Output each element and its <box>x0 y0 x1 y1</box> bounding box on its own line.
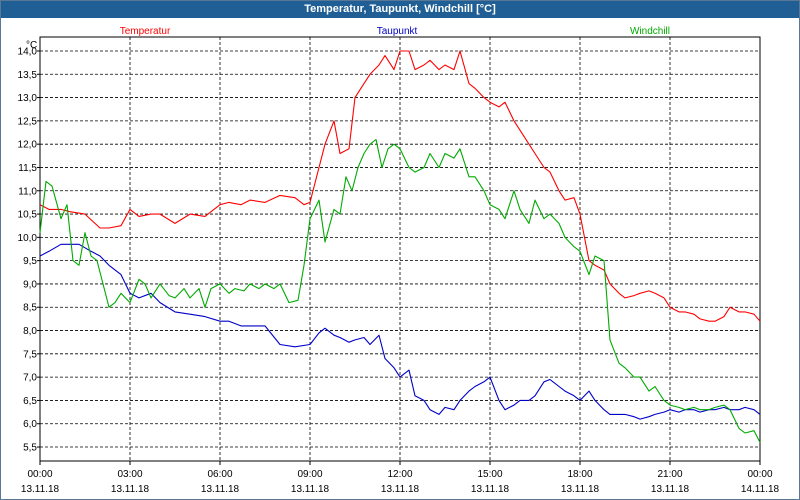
series-line-windchill <box>39 138 761 443</box>
y-tick-label: 9,5 <box>23 256 37 267</box>
y-tick-label: 11,5 <box>18 163 37 174</box>
y-tick-label: 6,5 <box>23 396 37 407</box>
x-tick-date-label: 13.11.18 <box>381 484 420 495</box>
y-tick-label: 9,0 <box>23 279 37 290</box>
y-tick-label: 13,0 <box>18 93 38 104</box>
legend-entry-taupunkt: Taupunkt <box>377 26 418 37</box>
grid <box>39 36 761 462</box>
legend-entry-temperatur: Temperatur <box>120 26 171 37</box>
y-tick-label: 12,5 <box>18 116 38 127</box>
series-lines <box>39 50 761 443</box>
x-tick-time-label: 06:00 <box>207 469 232 480</box>
x-tick-time-label: 00:00 <box>747 469 772 480</box>
x-tick-date-label: 13.11.18 <box>21 484 60 495</box>
x-tick-date-label: 13.11.18 <box>651 484 690 495</box>
y-tick-label: 5,5 <box>23 443 37 454</box>
series-line-temperatur <box>39 50 761 322</box>
x-tick-date-label: 13.11.18 <box>291 484 330 495</box>
y-tick-label: 11,0 <box>18 186 37 197</box>
x-tick-date-label: 13.11.18 <box>111 484 150 495</box>
x-tick-time-label: 03:00 <box>117 469 142 480</box>
y-tick-label: 7,0 <box>23 373 37 384</box>
y-tick-label: 13,5 <box>18 70 38 81</box>
y-tick-label: 12,0 <box>18 140 38 151</box>
x-tick-time-label: 18:00 <box>567 469 592 480</box>
y-axis-unit-label: °C <box>26 40 37 51</box>
x-tick-date-label: 13.11.18 <box>471 484 510 495</box>
legend: Temperatur Taupunkt Windchill <box>120 26 670 37</box>
y-tick-label: 10,5 <box>18 210 38 221</box>
x-tick-time-label: 21:00 <box>657 469 682 480</box>
x-tick-date-label: 14.11.18 <box>741 484 780 495</box>
y-tick-label: 14,0 <box>18 46 38 57</box>
x-tick-time-label: 15:00 <box>477 469 502 480</box>
y-tick-label: 8,5 <box>23 303 37 314</box>
x-tick-time-label: 12:00 <box>387 469 412 480</box>
x-tick-date-label: 13.11.18 <box>561 484 600 495</box>
x-tick-time-label: 09:00 <box>297 469 322 480</box>
y-tick-label: 7,5 <box>23 349 37 360</box>
ticks: 14,0 13,5 13,0 12,5 12,0 11,5 11,0 10,5 10,0 9,5 9… <box>18 46 780 495</box>
y-tick-label: 6,0 <box>23 419 37 430</box>
y-tick-label: 8,0 <box>23 326 37 337</box>
x-tick-date-label: 13.11.18 <box>201 484 240 495</box>
chart-title: Temperatur, Taupunkt, Windchill [°C] <box>1 1 799 18</box>
series-line-taupunkt <box>39 243 761 420</box>
y-tick-label: 10,0 <box>18 233 38 244</box>
legend-entry-windchill: Windchill <box>630 26 670 37</box>
x-tick-time-label: 00:00 <box>27 469 52 480</box>
